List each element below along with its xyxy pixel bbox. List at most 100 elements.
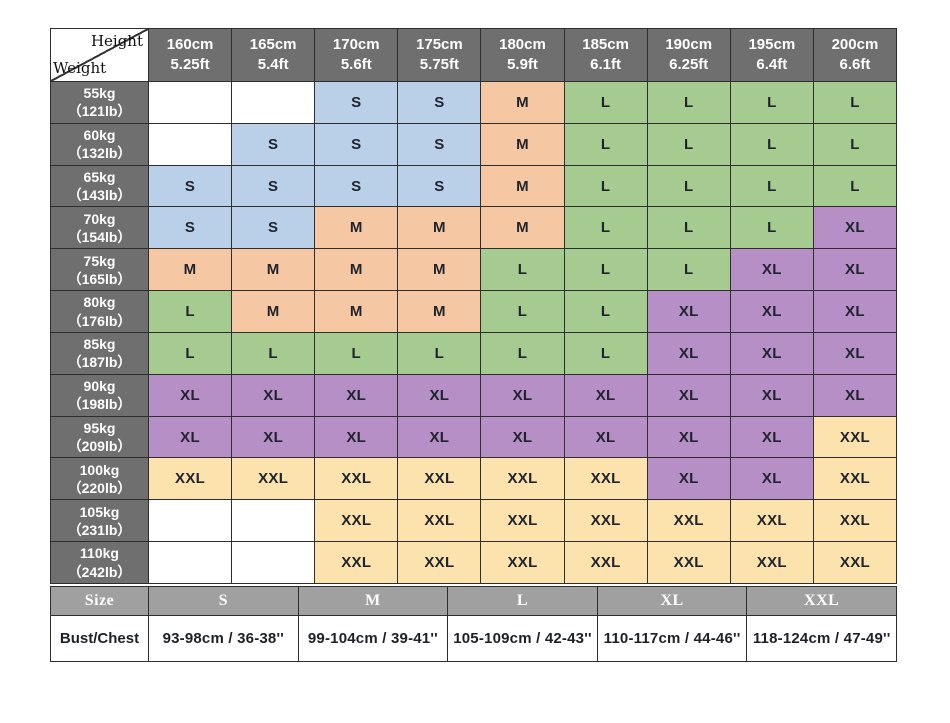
size-cell-text: XL <box>678 428 699 446</box>
size-group-header-L: L <box>448 587 597 615</box>
size-cell: XL <box>813 374 896 416</box>
size-cell-text: L <box>600 135 611 153</box>
weight-row-header-90kg: 90kg （198lb） <box>51 374 148 416</box>
size-cell: M <box>315 291 398 332</box>
weight-row-header-70kg-text: 70kg <box>83 210 116 227</box>
size-cell-text: XXL <box>507 470 538 488</box>
size-cell-text: M <box>432 303 446 321</box>
weight-row-header-85kg: 85kg （187lb） <box>51 332 148 374</box>
size-cell: S <box>398 123 481 165</box>
height-col-header-195cm: 195cm 6.4ft <box>730 29 813 81</box>
size-cell-text: L <box>517 261 528 279</box>
size-cell: M <box>232 249 315 291</box>
height-col-header-195cm-text: 195cm <box>748 35 796 53</box>
size-cell-text: XL <box>180 386 200 404</box>
size-cell-text: XL <box>180 428 200 446</box>
weight-row-header-85kg-text: 85kg <box>83 336 116 353</box>
weight-row-header-105kg-text: （231lb） <box>67 521 132 538</box>
size-cell: XXL <box>730 542 813 583</box>
size-cell: M <box>149 249 232 291</box>
size-cell-text: L <box>434 344 445 362</box>
size-cell: XXL <box>647 542 730 583</box>
size-cell-text: XXL <box>839 512 870 530</box>
size-cell: XXL <box>647 500 730 542</box>
size-cell: S <box>315 123 398 165</box>
size-cell: XL <box>232 416 315 458</box>
size-group-header-L-text: L <box>516 592 529 609</box>
height-col-header-175cm-text: 175cm <box>416 35 463 53</box>
size-cell: M <box>481 165 564 207</box>
size-cell-text: M <box>349 303 363 321</box>
size-cell: S <box>149 207 232 249</box>
size-cell-text: XXL <box>507 512 538 530</box>
size-cell: XL <box>730 332 813 374</box>
size-cell-text: L <box>767 135 777 153</box>
size-cell-text: XL <box>512 428 533 446</box>
height-col-header-200cm: 200cm 6.6ft <box>813 29 896 81</box>
weight-row-header-55kg-text: 55kg <box>83 85 116 102</box>
size-group-header-M-text: M <box>365 592 381 609</box>
weight-row-header-70kg-text: （154lb） <box>67 228 132 245</box>
size-cell-text: L <box>767 177 777 195</box>
size-cell-text: S <box>268 177 279 195</box>
size-cell: M <box>481 207 564 249</box>
size-cell: XXL <box>813 542 896 583</box>
size-cell: XL <box>647 291 730 332</box>
size-cell: XL <box>315 374 398 416</box>
corner-height-label: Height <box>90 32 143 50</box>
size-cell: XL <box>398 416 481 458</box>
height-col-header-190cm: 190cm 6.25ft <box>647 29 730 81</box>
size-cell: XL <box>149 374 232 416</box>
size-cell-text: M <box>516 219 529 237</box>
size-cell: XL <box>730 374 813 416</box>
size-cell: XXL <box>398 542 481 583</box>
size-cell-text: S <box>351 93 362 111</box>
height-col-header-175cm: 175cm 5.75ft <box>398 29 481 81</box>
size-cell: XL <box>813 207 896 249</box>
size-cell: XXL <box>315 458 398 500</box>
size-cell-text: XXL <box>424 554 455 572</box>
size-cell: S <box>398 165 481 207</box>
size-cell-text: L <box>185 344 195 362</box>
size-cell: L <box>564 291 647 332</box>
size-cell: S <box>232 207 315 249</box>
size-cell: L <box>149 332 232 374</box>
size-cell <box>149 82 232 123</box>
size-cell-text: XXL <box>258 470 289 488</box>
size-cell: L <box>647 123 730 165</box>
bust-row-label-text: Bust/Chest <box>59 630 140 647</box>
weight-row-header-110kg: 110kg （242lb） <box>51 542 148 583</box>
size-cell-text: L <box>850 177 860 195</box>
size-cell: XL <box>481 374 564 416</box>
size-cell-text: XL <box>845 261 865 279</box>
weight-row-header-65kg-text: （143lb） <box>67 187 132 204</box>
size-cell: M <box>398 207 481 249</box>
size-cell: L <box>564 165 647 207</box>
size-cell-text: XL <box>761 428 782 446</box>
weight-row-header-60kg: 60kg （132lb） <box>51 123 148 165</box>
height-col-header-180cm-text: 5.9ft <box>507 56 538 73</box>
size-cell: XL <box>813 332 896 374</box>
size-group-header-XXL: XXL <box>747 587 896 615</box>
size-group-header-S: S <box>149 587 298 615</box>
size-cell-text: XL <box>678 303 699 321</box>
size-cell: XXL <box>564 542 647 583</box>
size-cell: L <box>730 165 813 207</box>
size-cell-text: XXL <box>590 554 621 572</box>
size-cell-text: XXL <box>341 554 372 572</box>
size-cell-text: S <box>434 93 445 111</box>
height-col-header-180cm: 180cm 5.9ft <box>481 29 564 81</box>
size-cell-text: XL <box>845 303 865 321</box>
size-cell-text: XL <box>845 219 865 237</box>
weight-row-header-100kg-text: 100kg <box>79 461 120 478</box>
size-cell-text: M <box>516 177 529 195</box>
size-cell-text: XXL <box>673 512 704 530</box>
size-cell: XL <box>647 458 730 500</box>
size-cell: XL <box>647 416 730 458</box>
size-cell-text: S <box>268 135 279 153</box>
size-cell-text: XXL <box>839 470 870 488</box>
size-cell: XXL <box>232 458 315 500</box>
size-cell: L <box>481 291 564 332</box>
height-col-header-195cm-text: 6.4ft <box>756 56 788 73</box>
size-cell-text: XL <box>346 386 367 404</box>
